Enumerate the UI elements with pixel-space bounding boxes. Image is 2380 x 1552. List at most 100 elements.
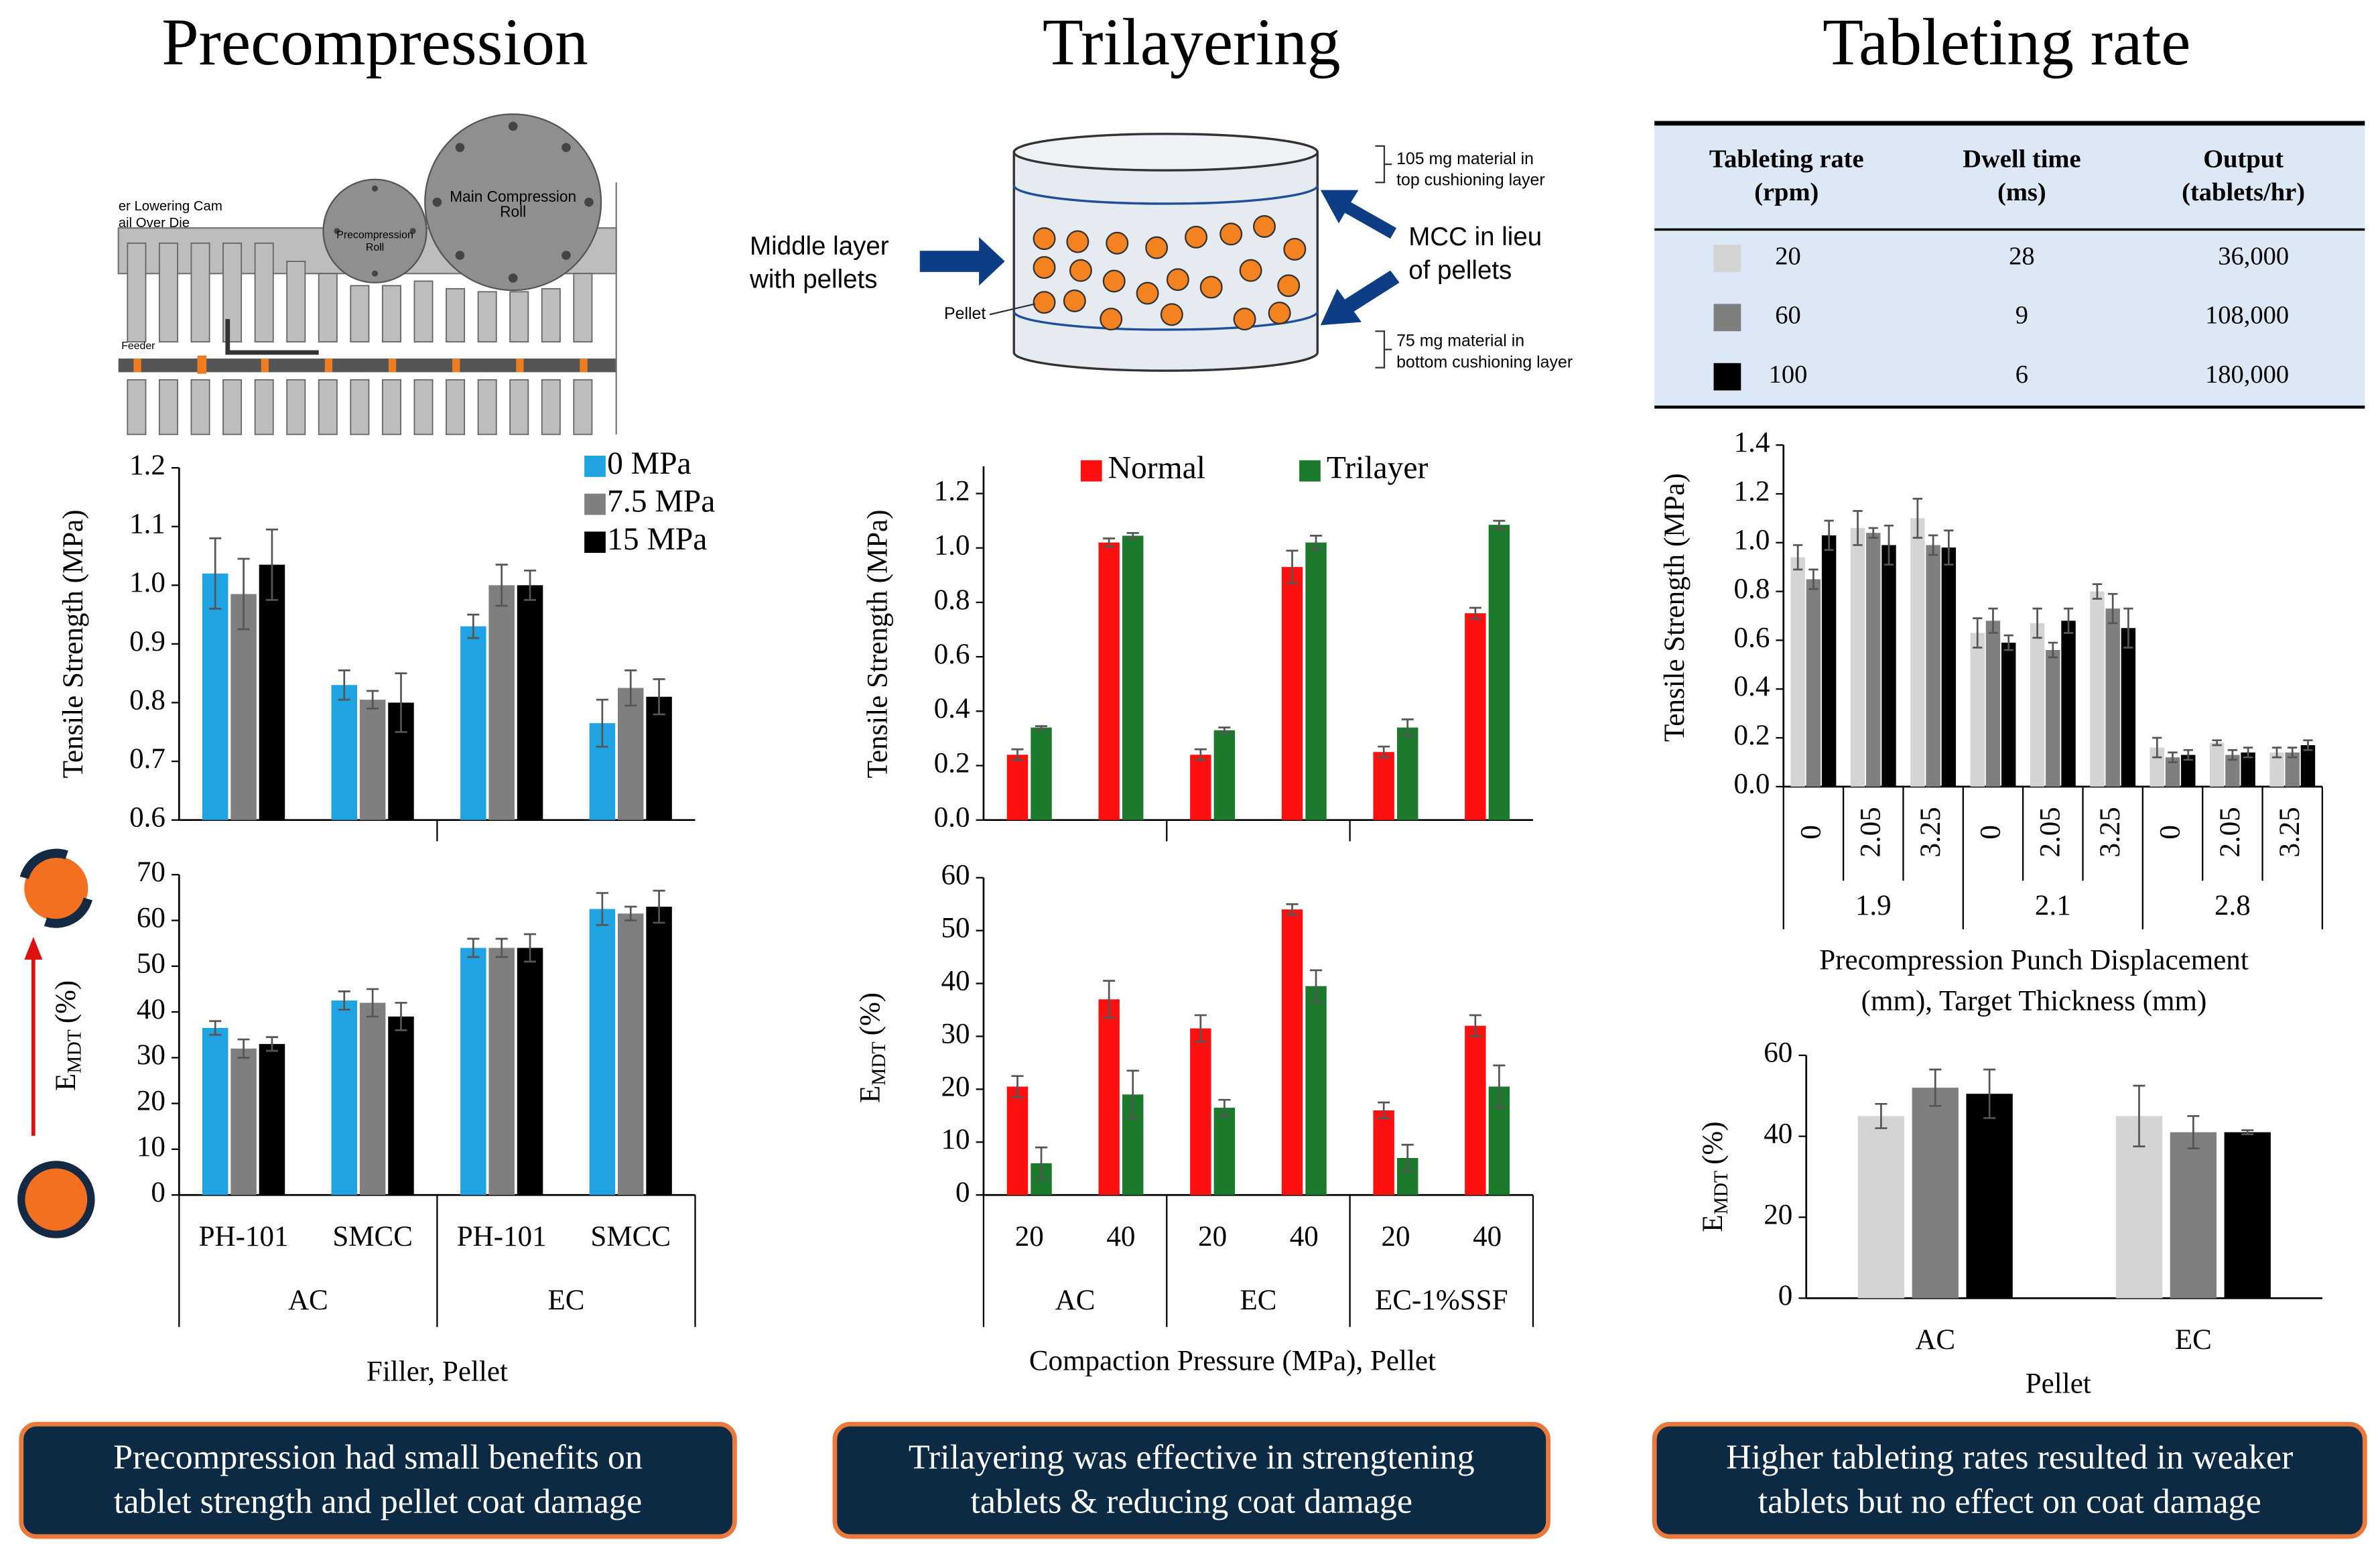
layer-line [1012, 311, 1319, 331]
diagram-label: MCC in lieu [1408, 222, 1542, 251]
error-bar [2152, 736, 2162, 759]
diagram-label: Precompression [336, 230, 413, 241]
x-tick-label: 0 [2154, 825, 2186, 840]
error-bar [1469, 1014, 1481, 1037]
y-tick-label: 1.2 [129, 450, 166, 481]
arrow-head [24, 937, 43, 960]
bar [2105, 608, 2120, 787]
error-bar [367, 988, 379, 1018]
caption-text: Higher tableting rates resulted in weake… [1726, 1439, 2293, 1477]
error-bar [495, 564, 508, 607]
x-tick-label: 0 [1795, 825, 1827, 840]
x-tick-label: 40 [1290, 1221, 1319, 1252]
x-axis-label: Compaction Pressure (MPa), Pellet [1029, 1346, 1436, 1377]
error-bar [265, 528, 279, 601]
bar [1190, 1028, 1211, 1195]
caption-text: Precompression had small benefits on [113, 1439, 643, 1477]
y-tick-label: 60 [1764, 1037, 1792, 1069]
arrow-top [1320, 190, 1397, 239]
error-bar [1875, 1102, 1888, 1129]
error-bar [2032, 607, 2042, 639]
error-bar [624, 905, 637, 921]
legend-swatch [1080, 460, 1102, 482]
error-bar [523, 933, 537, 963]
error-bar [1868, 527, 1878, 539]
error-bar [2168, 751, 2178, 763]
pellet-fill [133, 355, 588, 374]
y-tick-label: 40 [941, 965, 970, 996]
bar [1305, 986, 1327, 1195]
error-bar [1824, 519, 1834, 552]
y-tick-label: 10 [941, 1124, 970, 1155]
diagram-label: 105 mg material in [1396, 149, 1534, 168]
error-bar [1944, 529, 1954, 566]
diagram-label: ail Over Die [119, 216, 190, 231]
bar [2030, 623, 2045, 787]
bar [1985, 621, 2001, 787]
error-bar [1883, 524, 1894, 566]
bar [1396, 727, 1418, 820]
y-tick-label: 0.0 [934, 802, 970, 834]
bar [617, 913, 644, 1195]
bar [2225, 755, 2240, 787]
error-bar [395, 672, 407, 733]
legend-swatch [1713, 363, 1741, 391]
bar [202, 1027, 228, 1195]
bar [488, 585, 515, 820]
error-bar [653, 678, 665, 716]
error-bar [495, 937, 508, 958]
error-bar [1808, 568, 1819, 590]
bar [2061, 621, 2076, 787]
bar [1281, 909, 1303, 1195]
bar [2001, 643, 2016, 787]
press-diagram [117, 113, 617, 436]
error-bar [2123, 607, 2133, 649]
caption-text: tablets but no effect on coat damage [1758, 1482, 2261, 1521]
bar [230, 594, 257, 820]
error-bar [2187, 1115, 2200, 1150]
x-tick-label: 3.25 [2095, 807, 2126, 857]
bar [2241, 752, 2255, 787]
y-tick-label: 50 [137, 948, 166, 980]
error-bar [1401, 1143, 1414, 1173]
diagram-label: of pellets [1408, 256, 1512, 285]
bar [259, 1043, 285, 1195]
bar [1465, 1025, 1486, 1195]
error-bar [2288, 747, 2298, 759]
error-bar [1309, 969, 1323, 1003]
error-bar [1928, 534, 1938, 556]
group-label: EC-1%SSF [1375, 1285, 1508, 1316]
bar [1857, 1116, 1905, 1299]
table-header: (ms) [1997, 178, 2046, 206]
x-axis-label: Pellet [2026, 1368, 2091, 1400]
error-bar [1218, 1098, 1231, 1117]
legend-swatch [584, 456, 606, 477]
caption-text: Trilayering was effective in strengtenin… [909, 1439, 1475, 1477]
y-tick-label: 20 [137, 1086, 166, 1117]
error-bar [2227, 749, 2238, 761]
x-axis-label: Filler, Pellet [367, 1356, 508, 1387]
y-tick-label: 60 [137, 902, 166, 933]
error-bar [1793, 544, 1803, 571]
caption-box [832, 1421, 1551, 1539]
x-tick-label: 3.25 [2274, 807, 2306, 857]
bracket-top [1375, 145, 1392, 184]
x-tick-label: EC [2175, 1324, 2212, 1356]
error-bar [2003, 634, 2013, 651]
arrow-bottom [1320, 270, 1400, 326]
y-tick-label: 20 [941, 1071, 970, 1102]
y-label-sub: MDT [1711, 1171, 1732, 1214]
y-tick-label: 40 [1764, 1118, 1792, 1150]
table-cell: 180,000 [2205, 361, 2289, 389]
x-tick-label: AC [1915, 1324, 1955, 1356]
bar [1881, 545, 1896, 787]
bar [1806, 579, 1821, 787]
diagram-label: bottom cushioning layer [1396, 352, 1573, 371]
table-cell: 100 [1769, 361, 1808, 389]
error-bar [209, 537, 222, 610]
bar [1926, 545, 1940, 787]
bar [331, 1000, 358, 1195]
legend-swatch [1713, 304, 1741, 332]
x-tick-label: 40 [1106, 1221, 1135, 1252]
error-bar [1011, 748, 1024, 761]
